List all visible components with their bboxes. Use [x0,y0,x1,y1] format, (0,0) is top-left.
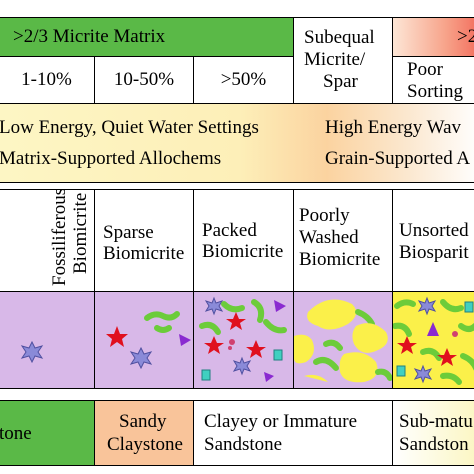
high-energy-label: High Energy Wav [325,117,462,138]
unsorted-illustration [393,296,474,385]
poorly-washed-illustration [294,299,392,383]
foram-star-icon [129,346,153,370]
claystone-label: tone [0,423,32,444]
sparite-header-label: >2 [457,26,474,47]
name-unsorted-biosparite: Unsorted Biosparit [392,189,474,292]
sparse-line-1: Sparse [103,222,154,243]
name-fossiliferous-biomicrite: Fossiliferous Biomicrite [0,189,95,292]
low-energy-label: Low Energy, Quiet Water Settings [0,117,259,138]
shell-fragment-icon [154,325,172,333]
subequal-line-3: Spar [323,71,358,92]
packed-illustration [199,296,287,382]
bryozoan-icon [179,334,191,346]
grain-supported-label: Grain-Supported A [325,148,471,169]
micrite-matrix-label: >2/3 Micrite Matrix [13,26,166,47]
terrigenous-clayey-sandstone: Clayey or Immature Sandstone [193,400,393,466]
subequal-header: Subequal Micrite/ Spar [293,17,393,104]
matrix-supported-label: Matrix-Supported Allochems [0,148,222,169]
unsorted-line-1: Unsorted [399,220,469,241]
sparse-illustration [106,311,191,370]
name-packed-biomicrite: Packed Biomicrite [193,189,294,292]
unsorted-line-2: Biosparit [399,242,469,263]
fossiliferous-line-1: Fossiliferous [49,189,70,286]
micrite-matrix-header: >2/3 Micrite Matrix [0,17,294,57]
sandy-claystone-line-2: Claystone [107,434,183,455]
clayey-line-2: Sandstone [204,434,283,455]
subequal-line-1: Subequal [304,27,375,48]
fossiliferous-rotated: Fossiliferous Biomicrite [49,189,91,286]
fossiliferous-illustration [20,340,44,364]
echinoderm-star-icon [106,326,128,347]
poorly-washed-line-3: Biomicrite [299,249,381,270]
fossiliferous-line-2: Biomicrite [70,192,91,274]
terrigenous-sandy-claystone: Sandy Claystone [94,400,194,466]
percent-1-10-label: 1-10% [21,69,72,90]
poorly-washed-line-1: Poorly [299,205,350,226]
clayey-line-1: Clayey or Immature [204,411,358,432]
percent-10-50-label: 10-50% [113,69,175,90]
panel-unsorted [392,291,474,389]
percent-1-10: 1-10% [0,56,95,104]
packed-line-2: Biomicrite [202,241,284,262]
terrigenous-claystone: tone [0,400,95,466]
energy-band: Low Energy, Quiet Water Settings Matrix-… [0,103,474,183]
name-poorly-washed-biomicrite: Poorly Washed Biomicrite [293,189,393,292]
poor-sorting-header: Poor Sorting [392,56,474,104]
poorly-washed-line-2: Washed [299,227,359,248]
name-sparse-biomicrite: Sparse Biomicrite [94,189,194,292]
panel-poorly-washed [293,291,393,389]
percent-over-50: >50% [193,56,294,104]
submature-line-1: Sub-matu [399,411,473,432]
poor-sorting-line-2: Sorting [407,81,463,102]
sandy-claystone-line-1: Sandy [119,411,167,432]
sparse-line-2: Biomicrite [103,243,185,264]
percent-over-50-label: >50% [220,69,267,90]
subequal-line-2: Micrite/ [304,49,366,70]
submature-line-2: Sandston [399,434,469,455]
panel-packed [193,291,294,389]
sparite-header: >2 [392,17,474,57]
shell-fragment-icon [144,311,180,321]
panel-fossiliferous [0,291,95,389]
panel-sparse [94,291,194,389]
percent-10-50: 10-50% [94,56,194,104]
poor-sorting-line-1: Poor [407,59,443,80]
packed-line-1: Packed [202,220,257,241]
terrigenous-submature-sandstone: Sub-matu Sandston [392,400,474,466]
foram-star-icon [20,340,44,364]
